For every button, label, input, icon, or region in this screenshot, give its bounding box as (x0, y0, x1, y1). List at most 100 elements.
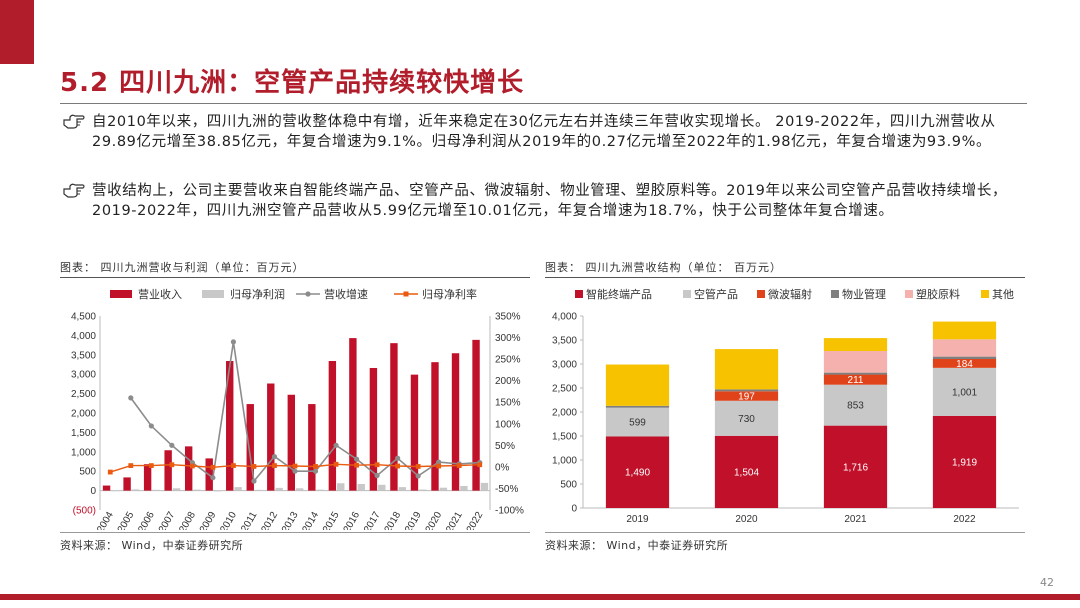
x-tick-label: 2019 (403, 510, 424, 530)
stacked-bar-segment (823, 372, 888, 375)
right-caption-rule (545, 277, 1025, 278)
x-tick-label: 2013 (280, 510, 301, 530)
x-tick-label: 2019 (626, 514, 649, 525)
data-label: 730 (738, 414, 755, 425)
x-tick-label: 2007 (157, 510, 178, 530)
left-y-tick-label: 500 (79, 467, 96, 478)
corner-accent-bar (0, 0, 34, 64)
revenue-bar (184, 446, 193, 491)
stacked-bar-segment (823, 425, 888, 508)
legend-label: 微波辐射 (768, 287, 812, 301)
bullet-paragraph-1: 自2010年以来，四川九洲的营收整体稳中有增，近年来稳定在30亿元左右并连续三年… (62, 112, 1022, 152)
revenue-growth-point (333, 442, 339, 448)
net-profit-bar (111, 490, 119, 492)
y-tick-label: 2,000 (552, 408, 577, 419)
legend-label: 塑胶原料 (916, 287, 960, 301)
right-y-tick-label: 250% (495, 355, 521, 366)
net-profit-bar (234, 487, 242, 491)
revenue-bar (102, 485, 111, 491)
net-profit-bar (275, 487, 283, 491)
right-y-tick-label: 350% (495, 312, 521, 323)
left-y-tick-label: 4,500 (71, 312, 96, 323)
x-tick-label: 2010 (218, 510, 239, 530)
stacked-bar-segment (823, 374, 888, 385)
revenue-growth-point (230, 339, 237, 345)
data-label: 1,504 (734, 467, 759, 478)
net-margin-point (251, 464, 257, 469)
x-tick-label: 2014 (300, 510, 321, 530)
net-profit-bar (439, 487, 448, 491)
x-tick-label: 2021 (844, 514, 867, 525)
revenue-bar (267, 383, 275, 491)
revenue-bar (226, 361, 234, 491)
revenue-growth-point (169, 442, 175, 448)
net-profit-bar (337, 483, 345, 491)
net-profit-bar (460, 485, 468, 491)
revenue-growth-point (148, 423, 154, 429)
data-label: 1,716 (843, 462, 868, 473)
pointing-hand-icon (63, 114, 85, 129)
revenue-bar (123, 477, 131, 491)
revenue-bar (431, 362, 439, 491)
net-margin-point (210, 464, 216, 470)
y-tick-label: 3,500 (552, 336, 577, 347)
legend-swatch-marker (305, 291, 311, 297)
right-chart-caption: 图表： 四川九洲营收结构（单位： 百万元） (545, 261, 782, 274)
revenue-bar (164, 450, 172, 491)
stacked-bar-segment (932, 321, 997, 340)
stacked-bar-segment (932, 359, 997, 368)
net-profit-bar (419, 489, 427, 491)
net-profit-bar (172, 488, 181, 491)
y-tick-label: 0 (571, 504, 577, 515)
x-tick-label: 2011 (239, 510, 259, 530)
left-y-tick-label: 2,000 (71, 409, 96, 420)
legend-label: 营收增速 (324, 287, 368, 301)
revenue-profit-chart: (500) 0 500 1,000 1,500 2,000 2,500 3,000 3,500 4… (71, 287, 524, 530)
x-tick-label: 2016 (342, 510, 363, 530)
legend-label: 归母净利率 (422, 287, 477, 301)
net-margin-point (292, 463, 298, 469)
revenue-growth-point (210, 475, 216, 481)
stacked-bar-segment (823, 384, 888, 426)
net-profit-bar (213, 490, 222, 492)
stacked-bar-segment (605, 407, 670, 437)
legend-swatch (905, 290, 913, 298)
net-margin-point (477, 462, 483, 468)
x-tick-label: 2017 (362, 510, 383, 530)
x-tick-label: 2009 (198, 510, 219, 530)
revenue-bar (472, 339, 480, 491)
pointing-hand-icon (63, 183, 85, 198)
legend-swatch (683, 290, 691, 298)
data-label: 599 (629, 418, 646, 429)
revenue-growth-point (353, 456, 360, 462)
net-margin-point (415, 464, 421, 469)
stacked-bar-segment (714, 391, 779, 401)
x-tick-label: 2018 (383, 510, 404, 530)
stacked-bar-segment (932, 415, 997, 508)
left-y-tick-label: 3,500 (71, 350, 96, 361)
legend-label: 空管产品 (694, 287, 738, 301)
left-y-tick-label: 3,000 (71, 370, 96, 381)
legend-label: 物业管理 (842, 287, 886, 301)
y-tick-label: 2,500 (552, 384, 577, 395)
legend-label: 营业收入 (138, 287, 182, 301)
data-label: 853 (847, 401, 864, 412)
revenue-bar (308, 404, 316, 491)
net-margin-point (148, 463, 154, 468)
stacked-bar-segment (932, 339, 997, 357)
x-tick-label: 2012 (259, 510, 280, 530)
revenue-bar (328, 361, 337, 491)
net-margin-point (189, 463, 195, 469)
revenue-bar (451, 353, 460, 491)
stacked-bar-segment (714, 435, 779, 508)
stacked-bar-segment (605, 405, 670, 408)
right-source-rule (545, 532, 1025, 533)
legend-label: 其他 (992, 288, 1014, 301)
data-label: 1,001 (952, 387, 977, 398)
left-y-tick-label: 4,000 (71, 331, 96, 342)
net-margin-point (395, 463, 401, 469)
revenue-bar (246, 404, 254, 491)
revenue-bar (369, 367, 378, 491)
legend-swatch (110, 290, 132, 298)
left-source-rule (60, 532, 530, 533)
